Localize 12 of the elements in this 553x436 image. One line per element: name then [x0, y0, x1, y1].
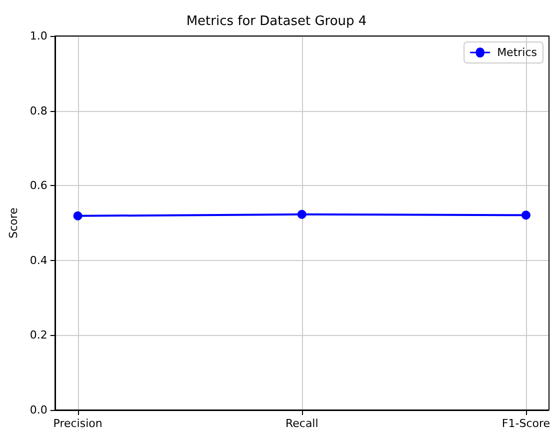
y-tick-label: 0.0 [30, 404, 48, 416]
chart-title: Metrics for Dataset Group 4 [186, 14, 367, 29]
y-tick-label: 1.0 [30, 30, 48, 42]
y-tick-label: 0.4 [30, 254, 48, 267]
legend-label: Metrics [497, 46, 538, 59]
x-tick-label: F1-Score [502, 417, 550, 430]
y-tick-label: 0.2 [30, 328, 48, 342]
y-tick-label: 0.6 [30, 179, 48, 192]
x-tick-label: Precision [53, 417, 102, 430]
x-tick-label: Recall [285, 417, 318, 430]
y-axis-title: Score [7, 207, 20, 238]
y-tick-label: 0.8 [30, 104, 48, 118]
